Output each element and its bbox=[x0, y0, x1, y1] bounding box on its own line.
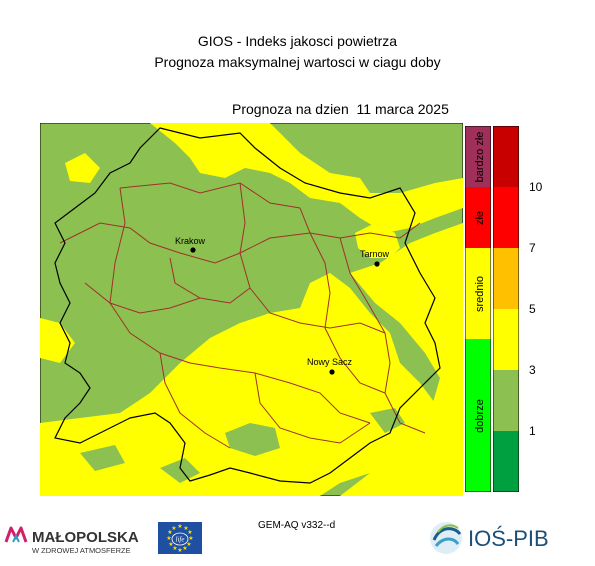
ios-pib-logo: IOŚ-PIB bbox=[430, 522, 549, 554]
ios-emblem-icon bbox=[430, 522, 462, 554]
class-label-srednio: srednio bbox=[474, 276, 486, 312]
scale-tick-3: 3 bbox=[529, 363, 536, 377]
svg-text:★: ★ bbox=[177, 523, 182, 530]
scale-tick-1: 1 bbox=[529, 424, 536, 438]
class-label-dobrze: dobrze bbox=[474, 399, 486, 433]
index-class-legend: bardzo złe złe srednio dobrze bbox=[465, 126, 491, 492]
yellow-area-south bbox=[40, 273, 448, 496]
svg-text:★: ★ bbox=[187, 529, 192, 536]
green-forecast-islands bbox=[80, 408, 405, 483]
svg-text:★: ★ bbox=[168, 541, 173, 548]
scale-tick-10: 10 bbox=[529, 180, 543, 194]
institute-name: IOŚ-PIB bbox=[468, 526, 549, 551]
scale-band-4 bbox=[493, 309, 519, 370]
yellow-area-southeast bbox=[340, 223, 463, 496]
title-line-2: Prognoza maksymalnej wartosci w ciagu do… bbox=[154, 54, 441, 70]
scale-band-2 bbox=[493, 187, 519, 248]
malopolska-logo: MAŁOPOLSKA W ZDROWEJ ATMOSFERZE bbox=[4, 526, 139, 555]
county-borders bbox=[59, 182, 426, 449]
yellow-forecast-areas bbox=[40, 123, 463, 496]
city-marker bbox=[190, 247, 196, 253]
eu-stars-icon: ★ ★★ ★★★ ★★★ ★★★ bbox=[166, 523, 193, 554]
city-marker bbox=[374, 261, 380, 267]
yellow-area-north bbox=[150, 123, 463, 233]
svg-text:★: ★ bbox=[188, 535, 193, 542]
city-krakow: Krakow bbox=[175, 236, 206, 253]
eu-logo-text: life bbox=[176, 536, 185, 544]
class-dobrze bbox=[465, 339, 491, 492]
class-label-bardzo-zle: bardzo złe bbox=[474, 132, 486, 183]
scale-band-3 bbox=[493, 248, 519, 309]
scale-tick-7: 7 bbox=[529, 241, 536, 255]
scale-band-1 bbox=[493, 126, 519, 187]
title-line-1: GIOS - Indeks jakosci powietrza bbox=[197, 33, 398, 49]
svg-text:★: ★ bbox=[177, 547, 182, 554]
eu-life-logo: ★ ★★ ★★★ ★★★ ★★★ life bbox=[158, 522, 202, 554]
yellow-area-tarnow bbox=[355, 223, 400, 258]
voivodeship-border bbox=[54, 127, 441, 484]
svg-text:★: ★ bbox=[166, 535, 171, 542]
yellow-area-west bbox=[40, 318, 75, 363]
svg-text:★: ★ bbox=[182, 545, 187, 552]
yellow-area-northwest bbox=[65, 153, 100, 183]
city-marker bbox=[329, 369, 335, 375]
malopolska-tagline: W ZDROWEJ ATMOSFERZE bbox=[32, 546, 131, 555]
forecast-date: Prognoza na dzien 11 marca 2025 bbox=[232, 101, 449, 117]
svg-text:★: ★ bbox=[171, 525, 176, 532]
class-zle bbox=[465, 187, 491, 248]
svg-text:★: ★ bbox=[183, 525, 188, 532]
model-version: GEM-AQ v332--d bbox=[258, 520, 336, 531]
svg-text:★: ★ bbox=[167, 529, 172, 536]
scale-tick-5: 5 bbox=[529, 302, 536, 316]
svg-text:★: ★ bbox=[172, 545, 177, 552]
class-label-zle: złe bbox=[474, 211, 486, 225]
scale-band-6 bbox=[493, 431, 519, 492]
city-tarnow: Tarnow bbox=[360, 249, 390, 267]
city-label: Nowy Sacz bbox=[307, 357, 353, 367]
class-srednio bbox=[465, 248, 491, 339]
malopolska-name: MAŁOPOLSKA bbox=[32, 529, 139, 546]
forecast-map: Krakow Tarnow Nowy Sacz bbox=[40, 123, 463, 496]
city-label: Tarnow bbox=[360, 249, 390, 259]
scale-band-5 bbox=[493, 370, 519, 431]
class-bardzo-zle bbox=[465, 126, 491, 187]
svg-text:★: ★ bbox=[186, 541, 191, 548]
city-label: Krakow bbox=[175, 236, 206, 246]
index-value-scale bbox=[493, 126, 519, 492]
city-nowy-sacz: Nowy Sacz bbox=[307, 357, 353, 375]
